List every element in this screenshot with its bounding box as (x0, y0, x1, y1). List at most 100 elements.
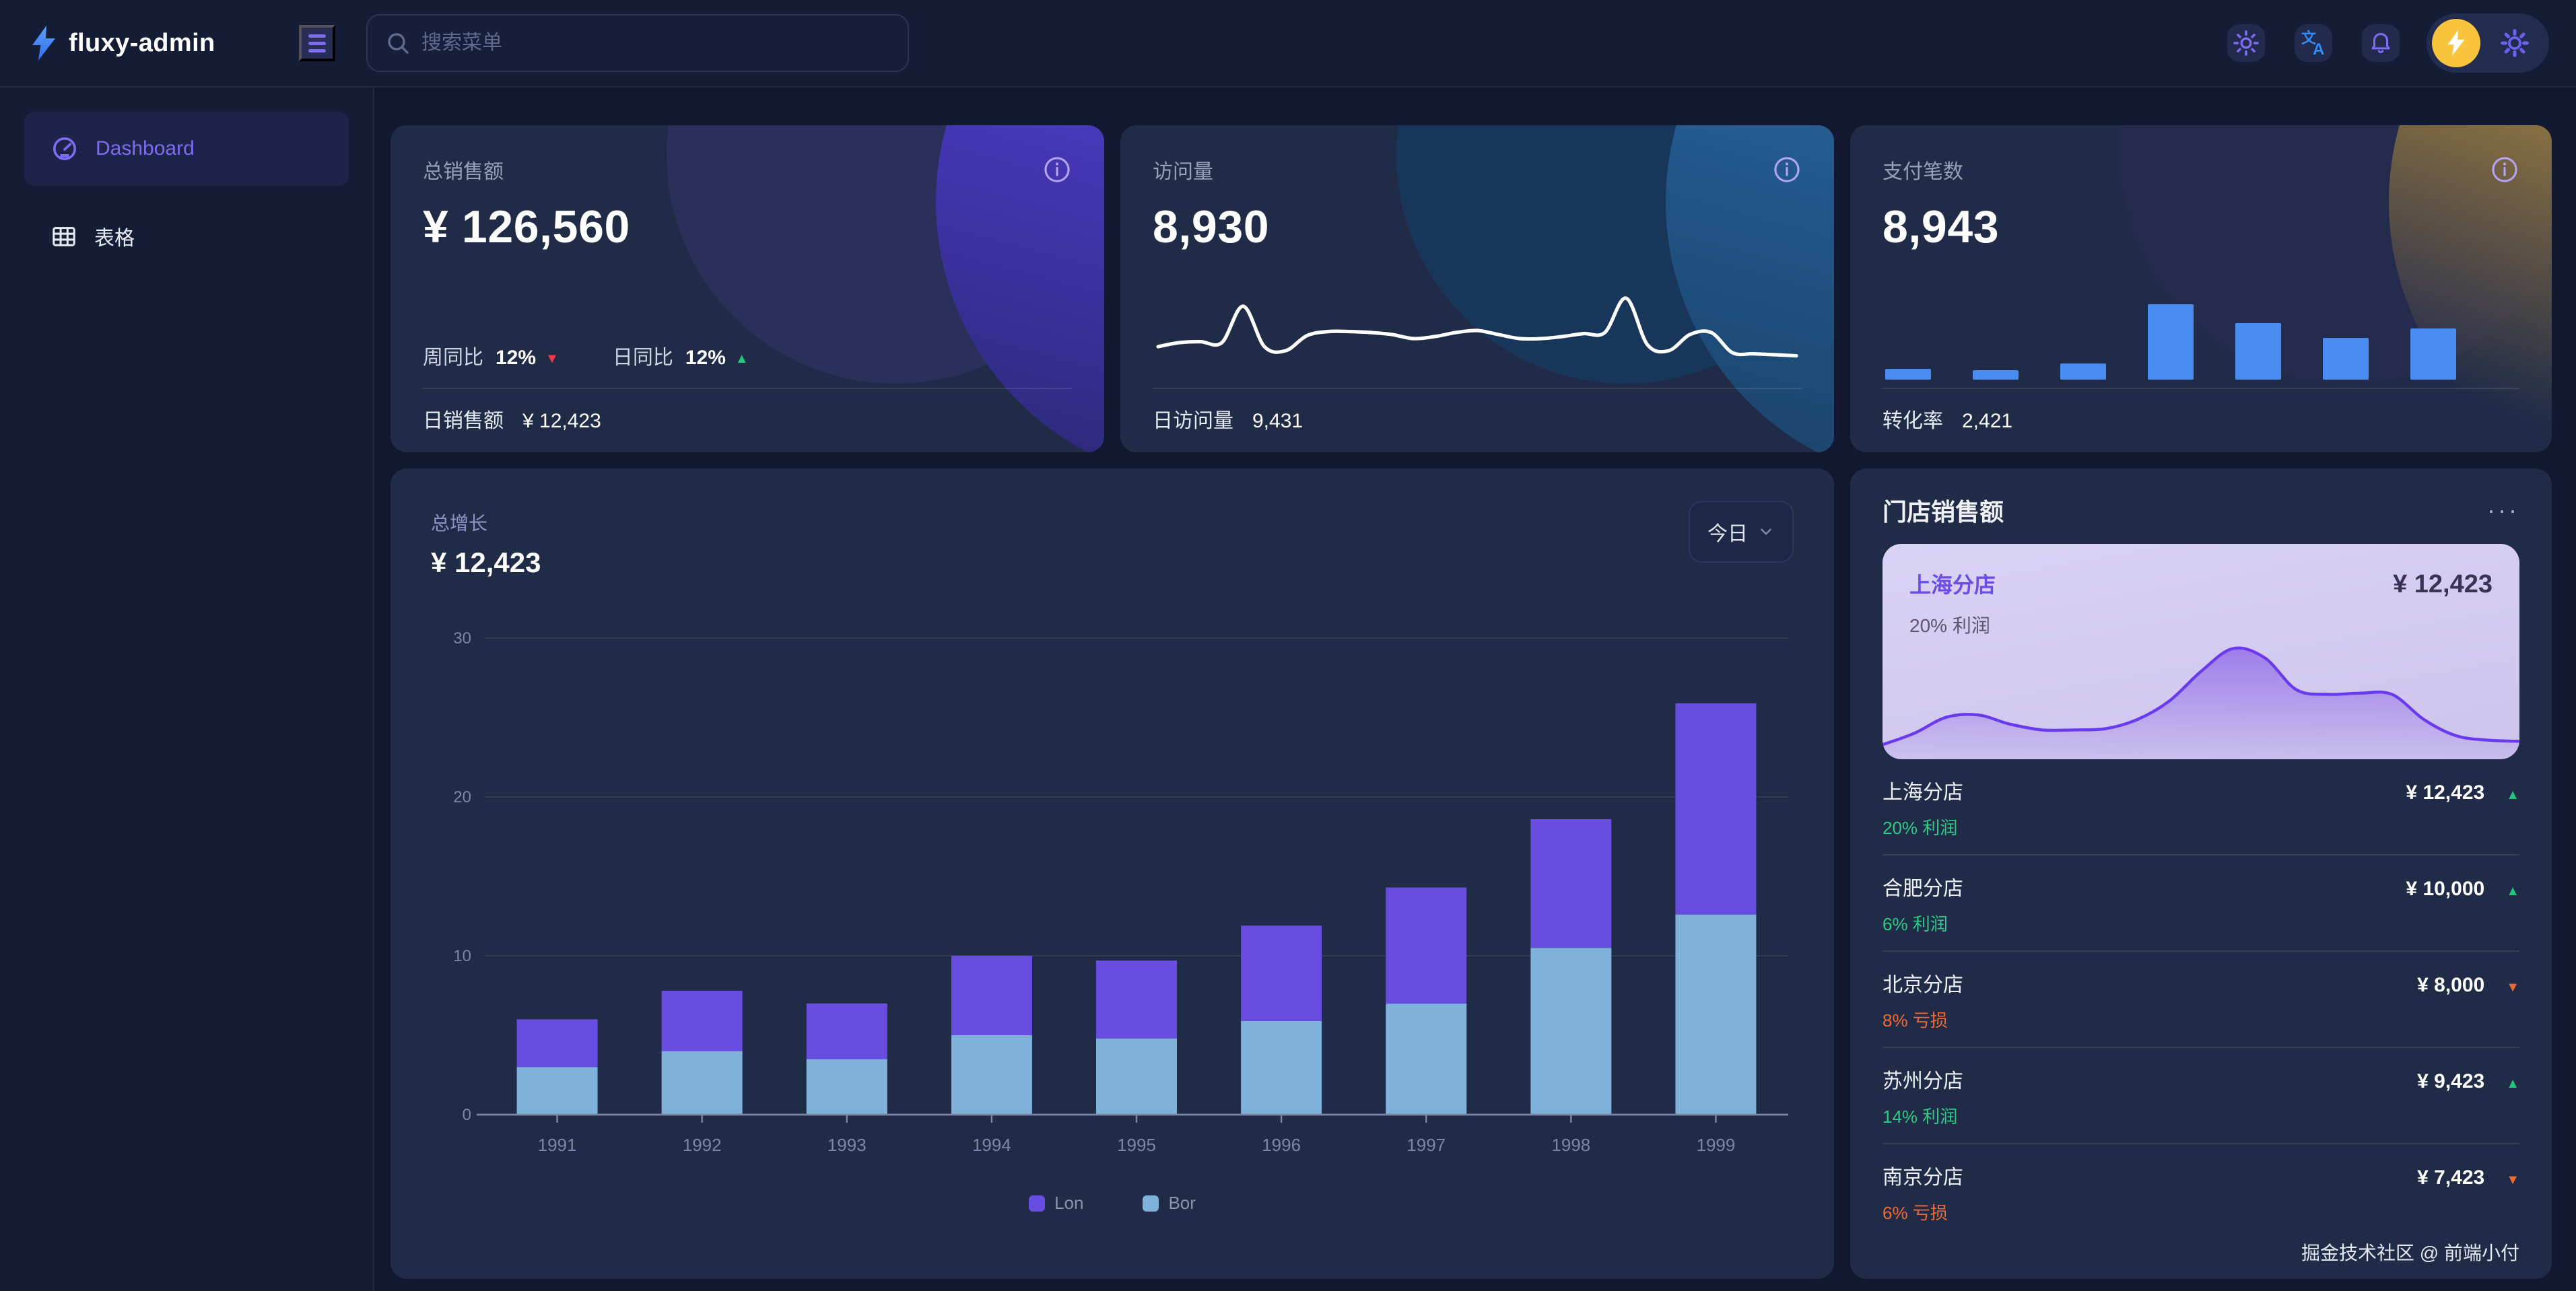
store-row[interactable]: 合肥分店 ¥ 10,000 ▲ 6% 利润 (1883, 854, 2519, 950)
stat-metrics: 周同比 12% ▼ 日同比 12% ▲ (423, 347, 749, 369)
store-row[interactable]: 上海分店 ¥ 12,423 ▲ 20% 利润 (1883, 759, 2519, 854)
legend-item-lon[interactable]: Lon (1029, 1193, 1083, 1214)
stat-value: 8,943 (1883, 201, 2000, 252)
svg-text:1998: 1998 (1551, 1135, 1590, 1155)
chart-legend: Lon Bor (431, 1193, 1794, 1214)
sidebar: Dashboard 表格 (0, 88, 374, 1291)
store-row-note: 8% 亏损 (1883, 1010, 1948, 1031)
store-row-note: 6% 利润 (1883, 914, 1948, 934)
up-triangle-icon: ▲ (2506, 884, 2519, 899)
search-box[interactable] (366, 14, 909, 72)
store-card-title: 门店销售额 (1883, 498, 2004, 526)
footer-credit: 掘金技术社区 @ 前端小付 (2301, 1243, 2519, 1263)
store-name: 上海分店 (1909, 573, 1996, 597)
growth-label: 总增长 (431, 513, 488, 534)
info-icon[interactable] (2490, 155, 2519, 184)
brand: fluxy-admin (32, 26, 299, 61)
main-content: 总销售额 ¥ 126,560 周同比 12% ▼ 日同比 12% ▲ 日销售额 ¥ 12,… (374, 88, 2576, 1291)
stat-card-total-sales: 总销售额 ¥ 126,560 周同比 12% ▼ 日同比 12% ▲ 日销售额 ¥ 12,… (391, 125, 1104, 452)
stat-value: ¥ 126,560 (423, 201, 630, 252)
store-row-name: 南京分店 (1883, 1166, 1963, 1189)
mini-bar (1885, 369, 1931, 380)
sidebar-item-table[interactable]: 表格 (24, 199, 349, 273)
topbar: fluxy-admin 文 A (0, 0, 2576, 88)
legend-item-bor[interactable]: Bor (1143, 1193, 1196, 1214)
svg-text:0: 0 (463, 1106, 471, 1124)
chevron-down-icon (1761, 528, 1771, 535)
store-value: ¥ 12,423 (2393, 570, 2493, 598)
store-row-name: 合肥分店 (1883, 878, 1963, 900)
svg-text:1999: 1999 (1697, 1135, 1736, 1155)
mini-bar (2148, 304, 2194, 380)
up-triangle-icon: ▲ (2506, 788, 2519, 802)
user-menu[interactable] (2427, 13, 2549, 73)
store-row[interactable]: 南京分店 ¥ 7,423 ▼ 6% 亏损 (1883, 1143, 2519, 1239)
info-icon[interactable] (1042, 155, 1072, 184)
svg-text:1995: 1995 (1117, 1135, 1156, 1155)
mini-bar (2060, 363, 2106, 380)
svg-text:1991: 1991 (538, 1135, 577, 1155)
store-note: 20% 利润 (1909, 615, 1990, 636)
sidebar-item-label: Dashboard (96, 137, 195, 160)
down-triangle-icon: ▼ (545, 351, 559, 366)
mini-bar (2235, 323, 2281, 380)
store-row-value: ¥ 12,423 (2406, 781, 2485, 804)
store-row-note: 14% 利润 (1883, 1107, 1958, 1127)
down-triangle-icon: ▼ (2506, 980, 2519, 995)
range-select[interactable]: 今日 (1689, 501, 1794, 563)
stat-label: 支付笔数 (1883, 161, 1963, 183)
stat-label: 总销售额 (423, 161, 504, 183)
mini-bar (2410, 328, 2456, 380)
store-highlight-tile: 上海分店 ¥ 12,423 20% 利润 (1883, 544, 2519, 759)
search-icon (388, 33, 409, 54)
store-sales-card: 门店销售额 ··· 上海分店 ¥ 12,423 20% 利润 上海分店 ¥ 12,… (1850, 468, 2552, 1279)
mini-bar (2323, 338, 2369, 380)
avatar (2432, 19, 2480, 67)
growth-chart-card: 总增长 ¥ 12,423 今日 0 10 20 30 1991 1992 1993 1994 1… (391, 468, 1834, 1279)
store-row-note: 6% 亏损 (1883, 1203, 1948, 1223)
translate-icon: 文 A (2301, 30, 2324, 57)
svg-text:1992: 1992 (683, 1135, 722, 1155)
settings-gear-icon[interactable] (2499, 28, 2530, 59)
growth-stacked-bar-chart: 0 10 20 30 1991 1992 1993 1994 1995 1996 1997 1998 1… (453, 629, 1788, 1155)
search-input[interactable] (421, 32, 889, 55)
avatar-lightning-icon (2447, 30, 2465, 56)
stat-footer: 日销售额 ¥ 12,423 (423, 388, 1072, 433)
store-list: 上海分店 ¥ 12,423 ▲ 20% 利润 合肥分店 ¥ 10,000 ▲ 6% 利润 北京分… (1883, 759, 2519, 1239)
store-row[interactable]: 苏州分店 ¥ 9,423 ▲ 14% 利润 (1883, 1047, 2519, 1143)
sidebar-item-label: 表格 (94, 228, 135, 250)
stat-card-visits: 访问量 8,930 日访问量 9,431 (1120, 125, 1834, 452)
growth-value: ¥ 12,423 (431, 547, 541, 578)
store-row[interactable]: 北京分店 ¥ 8,000 ▼ 8% 亏损 (1883, 950, 2519, 1047)
stat-footer: 转化率 2,421 (1883, 388, 2519, 433)
stat-label: 访问量 (1153, 161, 1213, 183)
store-row-value: ¥ 10,000 (2406, 878, 2485, 900)
store-row-name: 苏州分店 (1883, 1070, 1963, 1092)
up-triangle-icon: ▲ (2506, 1076, 2519, 1091)
up-triangle-icon: ▲ (735, 351, 749, 366)
svg-text:1997: 1997 (1406, 1135, 1446, 1155)
sidebar-item-dashboard[interactable]: Dashboard (24, 112, 349, 186)
more-button[interactable]: ··· (2487, 496, 2519, 524)
stat-value: 8,930 (1153, 201, 1270, 252)
menu-toggle-button[interactable] (299, 25, 335, 61)
logo-lightning-icon (32, 26, 55, 61)
down-triangle-icon: ▼ (2506, 1173, 2519, 1187)
store-area-chart (1883, 646, 2519, 759)
store-row-note: 20% 利润 (1883, 818, 1958, 838)
language-button[interactable]: 文 A (2295, 24, 2332, 62)
stat-footer: 日访问量 9,431 (1153, 388, 1802, 433)
theme-toggle-button[interactable] (2227, 24, 2265, 62)
notifications-button[interactable] (2362, 24, 2400, 62)
svg-text:1996: 1996 (1262, 1135, 1301, 1155)
svg-text:10: 10 (453, 947, 471, 965)
mini-bar (1973, 370, 2019, 380)
store-row-name: 上海分店 (1883, 781, 1963, 804)
visits-sparkline-chart (1153, 280, 1802, 377)
table-icon (53, 227, 75, 246)
brand-name: fluxy-admin (69, 28, 215, 57)
info-icon[interactable] (1772, 155, 1802, 184)
svg-text:30: 30 (453, 629, 471, 648)
svg-text:1994: 1994 (972, 1135, 1011, 1155)
stat-card-payments: 支付笔数 8,943 转化率 2,421 (1850, 125, 2552, 452)
